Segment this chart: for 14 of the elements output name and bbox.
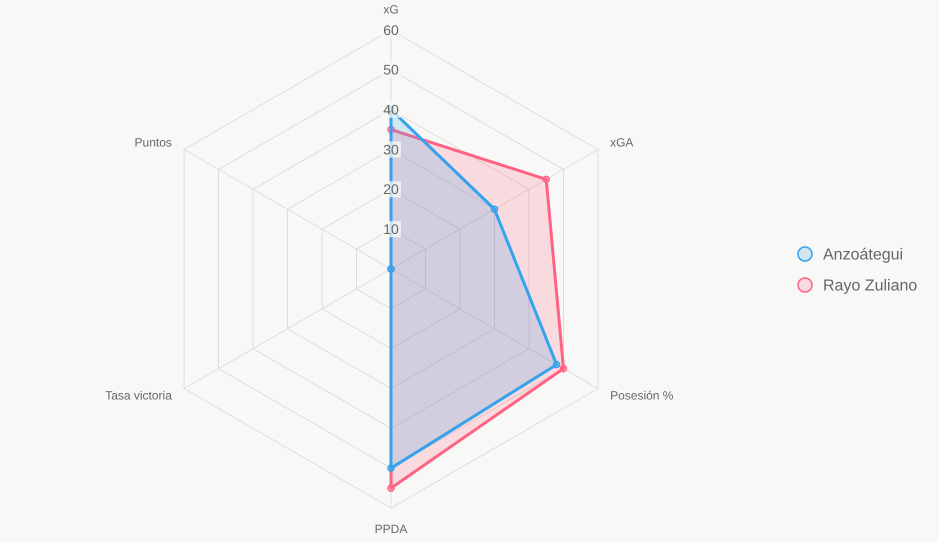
y-tick-label: 20 bbox=[383, 181, 399, 198]
y-tick-label: 50 bbox=[383, 62, 399, 78]
y-tick-label: 10 bbox=[383, 221, 399, 238]
legend-label: Rayo Zuliano bbox=[823, 278, 918, 295]
spoke-label: xGA bbox=[610, 136, 634, 150]
spoke-label: Posesión % bbox=[610, 388, 674, 403]
y-tick-label: 40 bbox=[383, 102, 399, 118]
legend-label: Anzoátegui bbox=[823, 246, 904, 264]
y-tick-label: 30 bbox=[383, 141, 399, 158]
spoke-label: Tasa victoria bbox=[105, 388, 172, 403]
y-tick-label: 60 bbox=[383, 22, 399, 38]
spoke-label: PPDA bbox=[374, 522, 408, 536]
spoke-label: Puntos bbox=[134, 136, 172, 150]
spoke-label: xG bbox=[383, 2, 399, 17]
